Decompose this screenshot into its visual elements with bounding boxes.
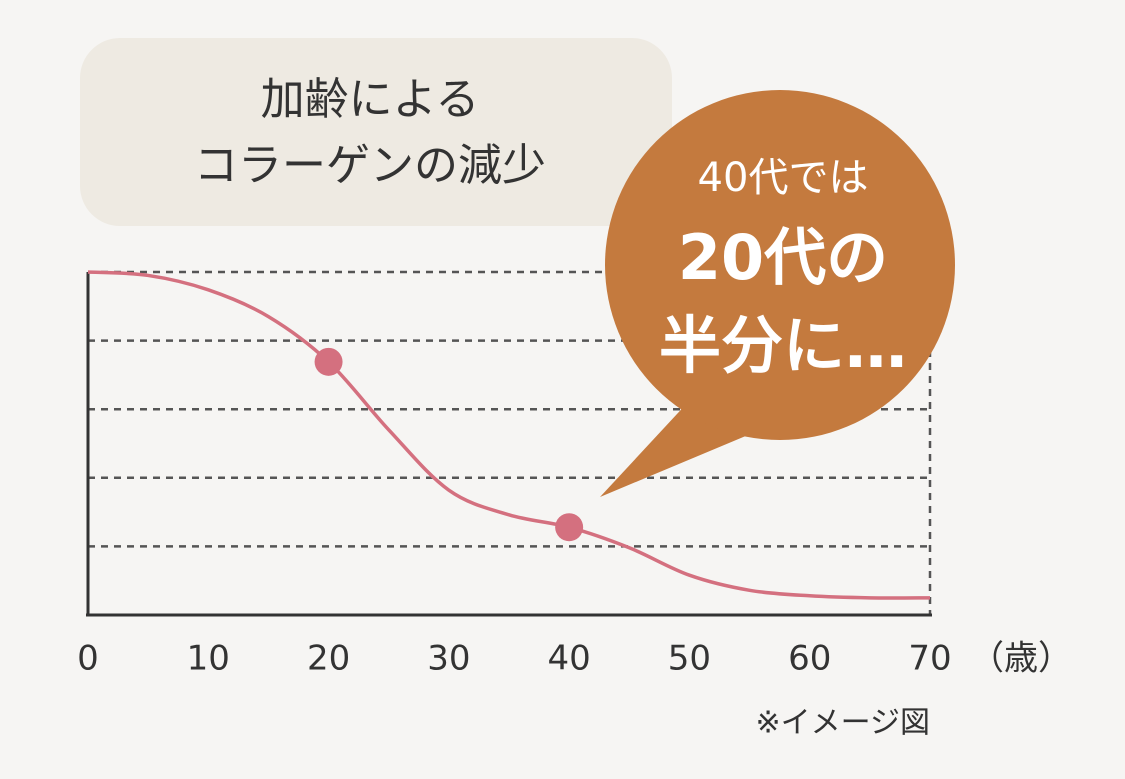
x-tick-label: 60 — [788, 639, 831, 679]
line — [87, 270, 931, 600]
callout-text: 40代では — [698, 155, 869, 201]
note: ※イメージ図 — [755, 706, 930, 741]
x-tick-label: 20 — [307, 639, 350, 679]
x-tick-label: 70 — [908, 639, 951, 679]
x-tick-label: 50 — [668, 639, 711, 679]
x-tick-label: 40 — [548, 639, 591, 679]
title-box — [80, 38, 672, 226]
chart-title: コラーゲンの減少 — [194, 140, 546, 191]
x-unit: （歳） — [970, 639, 1072, 679]
chart-title: 加齢による — [261, 74, 480, 125]
x-tick-label: 0 — [77, 639, 99, 679]
highlight-point — [555, 513, 584, 542]
x-tick-label: 30 — [427, 639, 470, 679]
x-tick-label: 10 — [187, 639, 230, 679]
highlight-point — [314, 347, 343, 376]
callout-bubble — [600, 90, 955, 497]
callout-text: 半分に… — [659, 309, 907, 382]
callout-text: 20代の — [678, 221, 888, 294]
